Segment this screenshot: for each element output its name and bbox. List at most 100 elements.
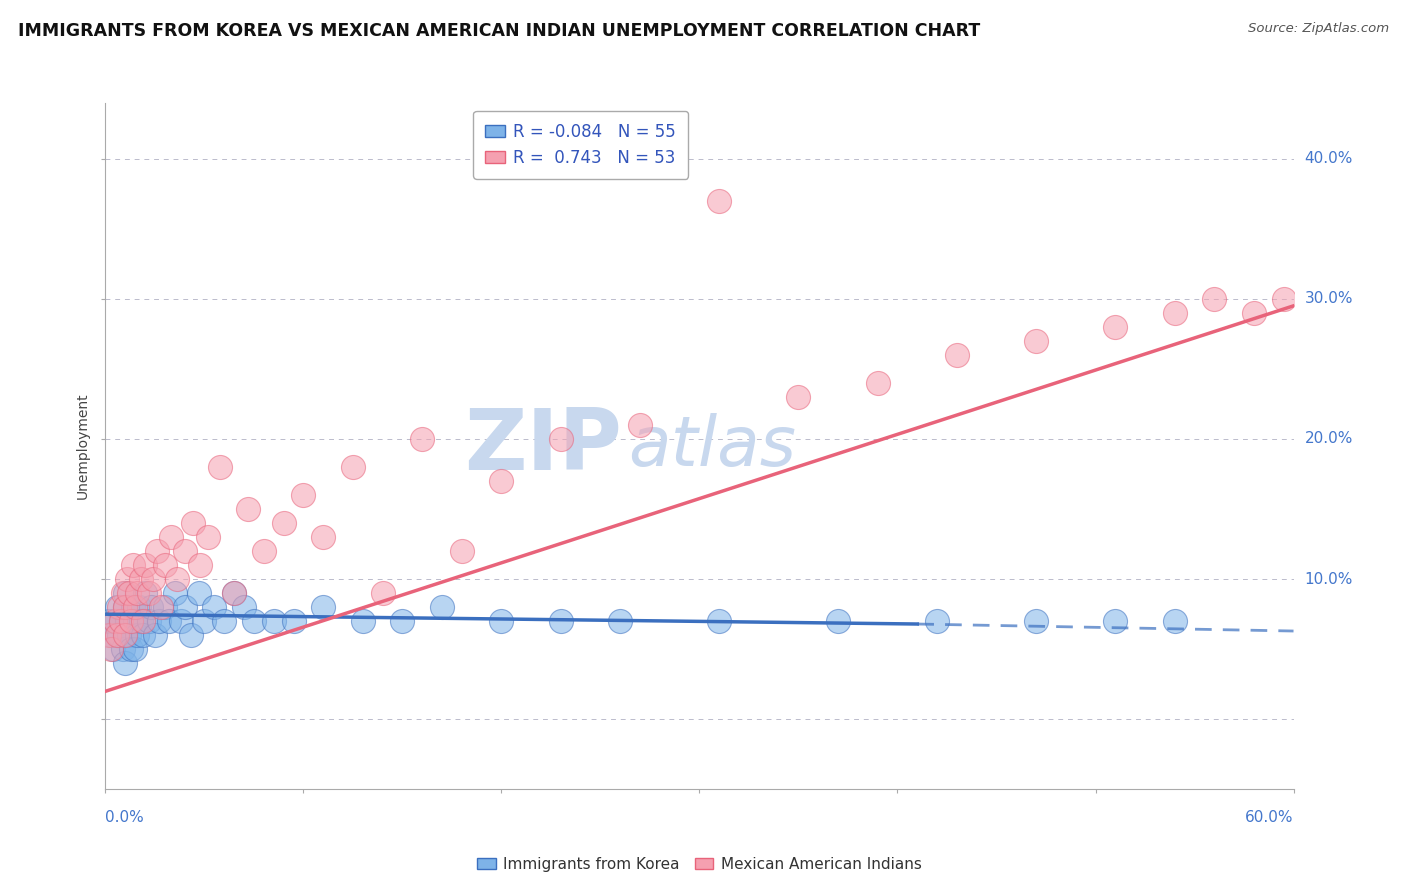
Point: [114, 600, 136, 615]
Point: [100, 628, 122, 642]
Point: [1104, 319, 1126, 334]
Point: [193, 614, 215, 628]
Point: [112, 642, 135, 657]
Point: [118, 628, 141, 642]
Point: [292, 488, 315, 502]
Point: [1025, 614, 1047, 628]
Point: [104, 614, 127, 628]
Point: [233, 600, 256, 615]
Text: IMMIGRANTS FROM KOREA VS MEXICAN AMERICAN INDIAN UNEMPLOYMENT CORRELATION CHART: IMMIGRANTS FROM KOREA VS MEXICAN AMERICA…: [18, 22, 980, 40]
Point: [105, 600, 128, 615]
Point: [190, 558, 212, 573]
Point: [134, 558, 156, 573]
Point: [108, 600, 131, 615]
Point: [98, 614, 121, 628]
Point: [491, 474, 513, 488]
Point: [159, 530, 181, 544]
Point: [122, 600, 145, 615]
Point: [209, 460, 232, 475]
Point: [224, 586, 246, 600]
Point: [352, 614, 374, 628]
Point: [142, 572, 165, 586]
Point: [112, 586, 135, 600]
Text: 40.0%: 40.0%: [1305, 151, 1353, 166]
Point: [157, 614, 180, 628]
Point: [127, 628, 149, 642]
Point: [138, 614, 160, 628]
Point: [146, 544, 169, 558]
Point: [187, 586, 209, 600]
Point: [709, 614, 731, 628]
Point: [129, 572, 152, 586]
Text: 20.0%: 20.0%: [1305, 432, 1353, 447]
Point: [110, 614, 132, 628]
Point: [550, 614, 572, 628]
Point: [103, 642, 125, 657]
Point: [143, 628, 166, 642]
Point: [115, 614, 138, 628]
Point: [202, 600, 225, 615]
Point: [132, 628, 155, 642]
Point: [342, 460, 364, 475]
Point: [391, 614, 413, 628]
Point: [122, 558, 145, 573]
Point: [115, 572, 138, 586]
Point: [411, 432, 433, 446]
Point: [787, 390, 810, 404]
Point: [120, 614, 142, 628]
Point: [224, 586, 246, 600]
Text: Source: ZipAtlas.com: Source: ZipAtlas.com: [1249, 22, 1389, 36]
Point: [263, 614, 285, 628]
Point: [114, 628, 136, 642]
Point: [1164, 614, 1187, 628]
Point: [1272, 292, 1295, 306]
Point: [491, 614, 513, 628]
Point: [124, 642, 146, 657]
Point: [609, 614, 631, 628]
Point: [129, 614, 152, 628]
Point: [127, 586, 149, 600]
Point: [1243, 306, 1265, 320]
Point: [1164, 306, 1187, 320]
Point: [1204, 292, 1226, 306]
Point: [124, 614, 146, 628]
Point: [114, 657, 136, 671]
Point: [148, 614, 170, 628]
Point: [181, 516, 204, 530]
Point: [166, 572, 188, 586]
Point: [253, 544, 276, 558]
Point: [312, 600, 335, 615]
Point: [124, 600, 146, 615]
Point: [312, 530, 335, 544]
Point: [120, 642, 142, 657]
Point: [132, 614, 155, 628]
Point: [118, 586, 141, 600]
Point: [128, 600, 150, 615]
Point: [946, 348, 969, 362]
Y-axis label: Unemployment: Unemployment: [76, 392, 90, 500]
Point: [114, 600, 136, 615]
Text: 0.0%: 0.0%: [105, 810, 145, 825]
Point: [430, 600, 453, 615]
Point: [105, 628, 128, 642]
Point: [1025, 334, 1047, 348]
Point: [709, 194, 731, 208]
Point: [114, 628, 136, 642]
Text: 60.0%: 60.0%: [1246, 810, 1294, 825]
Point: [134, 586, 156, 600]
Text: 10.0%: 10.0%: [1305, 572, 1353, 587]
Point: [197, 530, 219, 544]
Point: [273, 516, 295, 530]
Point: [153, 600, 176, 615]
Point: [173, 544, 195, 558]
Point: [149, 600, 172, 615]
Point: [98, 628, 121, 642]
Legend: Immigrants from Korea, Mexican American Indians: Immigrants from Korea, Mexican American …: [471, 851, 928, 878]
Point: [108, 628, 131, 642]
Point: [236, 502, 259, 516]
Point: [104, 614, 127, 628]
Point: [925, 614, 948, 628]
Point: [138, 586, 160, 600]
Text: 30.0%: 30.0%: [1305, 292, 1353, 306]
Point: [866, 376, 889, 390]
